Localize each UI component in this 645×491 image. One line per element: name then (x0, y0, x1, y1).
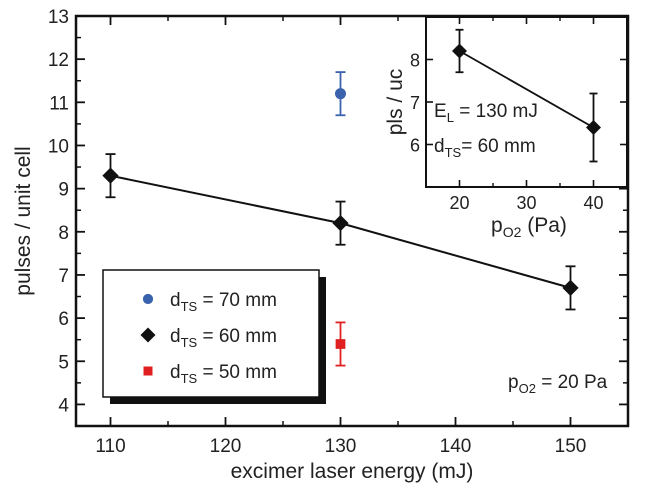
y-tick-label: 6 (58, 309, 69, 330)
x-tick-label: 110 (95, 436, 125, 457)
inset-annotation-energy-rest: = 130 mJ (454, 101, 538, 122)
legend-marker (140, 327, 156, 343)
y-tick-label: 11 (49, 93, 69, 114)
legend-entry-rest: = 60 mm (197, 326, 277, 347)
y-tick-label: 4 (58, 395, 69, 416)
inset-annotation-energy-sub: L (447, 110, 454, 125)
y-tick-label: 8 (58, 223, 69, 244)
inset-series-line (459, 50, 594, 129)
inset-data-point (452, 43, 467, 59)
legend-entry: dTS = 50 mm (170, 362, 277, 386)
plot-frame (74, 14, 630, 428)
inset-y-tick-labels: 6 7 8 (410, 51, 420, 156)
inset-annotation-distance-sub: TS (445, 145, 462, 160)
legend-entry-sub: TS (181, 371, 198, 386)
inset-annotation-distance-rest: = 60 mm (461, 136, 535, 157)
inset-x-axis-title: pO2 (Pa) (491, 214, 567, 240)
legend-entry: dTS = 70 mm (170, 290, 277, 314)
y-tick-label: 5 (58, 352, 69, 373)
legend-marker (142, 293, 154, 305)
y-tick-label: 13 (48, 7, 69, 28)
data-point (335, 339, 346, 349)
y-tick-label: 12 (48, 50, 69, 71)
inset-data-point (586, 120, 601, 135)
x-tick-label: 120 (210, 436, 242, 457)
inset-x-axis-title-rest: (Pa) (521, 214, 567, 237)
main-annotation-sub: O2 (519, 381, 536, 396)
inset-axis-ticks (426, 17, 627, 187)
inset-y-tick-label: 8 (410, 51, 420, 71)
main-series-group (102, 71, 579, 367)
inset-x-axis-title-sub: O2 (503, 224, 522, 240)
inset-x-tick-labels: 20 30 40 (449, 193, 603, 213)
data-point (334, 88, 347, 100)
inset-annotation-distance-main: d (434, 136, 445, 157)
y-tick-label: 10 (48, 136, 69, 157)
inset-y-tick-label: 6 (410, 136, 420, 156)
legend-marker (143, 366, 153, 376)
legend-entry-main: d (170, 326, 181, 347)
legend-entry-sub: TS (181, 335, 198, 350)
main-annotation: pO2 = 20 Pa (508, 372, 608, 396)
inset-annotation-distance: dTS= 60 mm (434, 136, 536, 160)
data-point (562, 279, 579, 297)
x-axis-title: excimer laser energy (mJ) (231, 460, 474, 483)
inset-y-axis-title: pls / uc (384, 69, 407, 136)
main-annotation-main: p (508, 372, 519, 393)
legend-entry-rest: = 70 mm (197, 290, 277, 311)
x-tick-label: 150 (555, 436, 587, 457)
inset-annotation-energy-main: E (434, 101, 447, 122)
inset-x-tick-label: 20 (449, 193, 469, 213)
x-tick-label: 140 (440, 436, 472, 457)
legend-entry-main: d (170, 362, 181, 383)
inset-x-tick-label: 40 (583, 193, 603, 213)
x-tick-label: 130 (325, 436, 357, 457)
main-annotation-rest: = 20 Pa (536, 372, 608, 393)
y-axis-title: pulses / unit cell (12, 146, 35, 295)
legend-entry-main: d (170, 290, 181, 311)
inset-annotation-energy: EL = 130 mJ (434, 101, 538, 125)
y-tick-label: 9 (58, 180, 69, 201)
inset-series-group (452, 28, 601, 163)
inset-x-axis-title-main: p (491, 214, 503, 237)
inset-y-tick-label: 7 (410, 93, 420, 113)
data-point (102, 167, 119, 184)
legend-entry-sub: TS (181, 299, 198, 314)
y-tick-labels: 4 5 6 7 8 9 10 11 12 13 (48, 7, 70, 416)
y-tick-label: 7 (58, 266, 69, 287)
data-point (332, 215, 349, 232)
legend-entry-rest: = 50 mm (197, 362, 277, 383)
legend-entry: dTS = 60 mm (170, 326, 277, 350)
inset-x-tick-label: 30 (516, 193, 536, 213)
x-tick-labels: 110 120 130 140 150 (95, 436, 586, 457)
legend-box (102, 269, 320, 398)
